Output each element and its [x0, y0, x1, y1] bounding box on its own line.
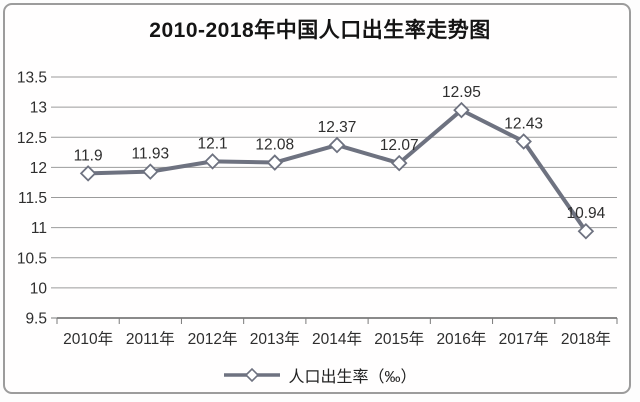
y-axis-tick-label: 10 — [30, 280, 48, 297]
data-point-marker — [266, 154, 284, 171]
data-point-label: 12.07 — [380, 137, 419, 154]
legend-diamond-marker — [245, 367, 260, 383]
x-axis-tick-label: 2012年 — [188, 330, 238, 348]
data-point-label: 11.93 — [132, 146, 170, 163]
data-point-label: 12.37 — [318, 119, 357, 136]
x-axis-tick-label: 2014年 — [312, 330, 362, 348]
legend-label: 人口出生率（‰） — [288, 369, 417, 386]
data-point-marker — [577, 222, 595, 240]
data-point-label: 12.08 — [255, 137, 294, 154]
data-point-marker — [515, 133, 532, 150]
y-axis-tick-label: 12 — [30, 160, 47, 177]
legend: 人口出生率（‰） — [0, 363, 640, 387]
x-axis-tick-label: 2016年 — [436, 330, 486, 348]
x-axis-tick-label: 2017年 — [499, 330, 549, 348]
data-point-label: 11.9 — [74, 147, 103, 164]
legend-marker-icon — [224, 367, 281, 383]
data-point-label: 12.95 — [442, 84, 481, 101]
y-axis-tick-label: 11.5 — [18, 190, 47, 207]
data-point-marker — [453, 101, 470, 119]
data-point-label: 12.1 — [197, 135, 227, 152]
y-axis-tick-label: 13 — [30, 100, 47, 117]
chart-card — [3, 3, 631, 394]
data-point-label: 12.43 — [504, 115, 543, 132]
x-axis-tick-label: 2015年 — [374, 330, 424, 348]
y-axis-tick-label: 12.5 — [17, 130, 47, 147]
data-point-marker — [328, 136, 346, 154]
data-point-label: 10.94 — [566, 205, 605, 222]
y-axis-tick-label: 13.5 — [17, 70, 47, 87]
chart-title: 2010-2018年中国人口出生率走势图 — [149, 19, 491, 42]
x-axis-tick-label: 2013年 — [250, 330, 300, 348]
y-axis-tick-label: 11 — [31, 220, 47, 237]
data-point-marker — [390, 154, 408, 172]
data-point-marker — [142, 163, 159, 180]
x-axis-tick-label: 2011年 — [126, 330, 175, 348]
x-axis-tick-label: 2010年 — [63, 330, 113, 348]
data-point-marker — [79, 165, 97, 182]
data-point-marker — [204, 153, 221, 170]
x-axis-tick-label: 2018年 — [561, 330, 611, 348]
y-axis-tick-label: 9.5 — [25, 311, 47, 328]
y-axis-tick-label: 10.5 — [17, 250, 47, 267]
